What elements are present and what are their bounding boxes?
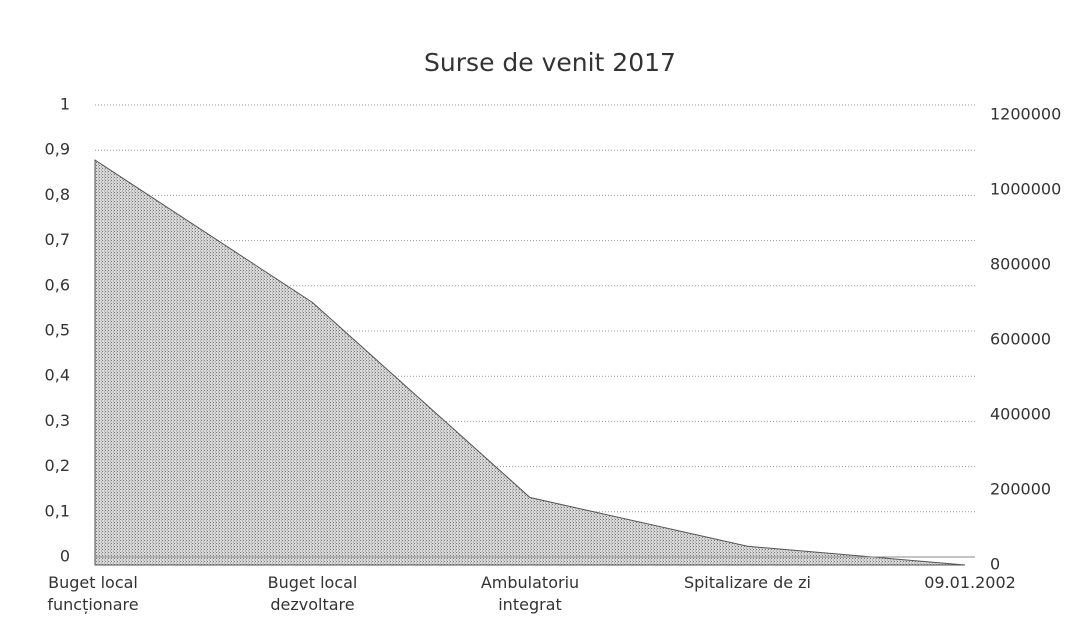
chart-title: Surse de venit 2017 (424, 48, 676, 77)
area (94, 159, 966, 566)
y-tick-label: 0,3 (45, 411, 70, 430)
y2-tick-label: 1200000 (990, 105, 1061, 124)
x-tick-label: Spitalizare de zi (683, 573, 811, 592)
x-tick-label: Buget local funcționare (47, 573, 139, 614)
y-tick-label: 0,5 (45, 321, 70, 340)
y-tick-label: 0,4 (45, 366, 70, 385)
y2-tick-label: 400000 (990, 405, 1051, 424)
y-tick-label: 1 (60, 95, 70, 114)
y2-tick-label: 600000 (990, 330, 1051, 349)
y-tick-label: 0,1 (45, 501, 70, 520)
x-tick-label: Buget local dezvoltare (267, 573, 358, 614)
y2-tick-label: 0 (990, 555, 1000, 574)
y2-tick-label: 1000000 (990, 180, 1061, 199)
y2-tick-label: 800000 (990, 255, 1051, 274)
y2-tick-label: 200000 (990, 480, 1051, 499)
y-tick-label: 0,9 (45, 140, 70, 159)
y-tick-label: 0 (60, 547, 70, 566)
x-tick-label: 09.01.2002 (924, 573, 1016, 592)
y-tick-label: 0,8 (45, 185, 70, 204)
y-tick-label: 0,6 (45, 275, 70, 294)
y-tick-label: 0,7 (45, 230, 70, 249)
y-tick-label: 0,2 (45, 456, 70, 475)
x-tick-label: Ambulatoriu integrat (480, 573, 580, 614)
